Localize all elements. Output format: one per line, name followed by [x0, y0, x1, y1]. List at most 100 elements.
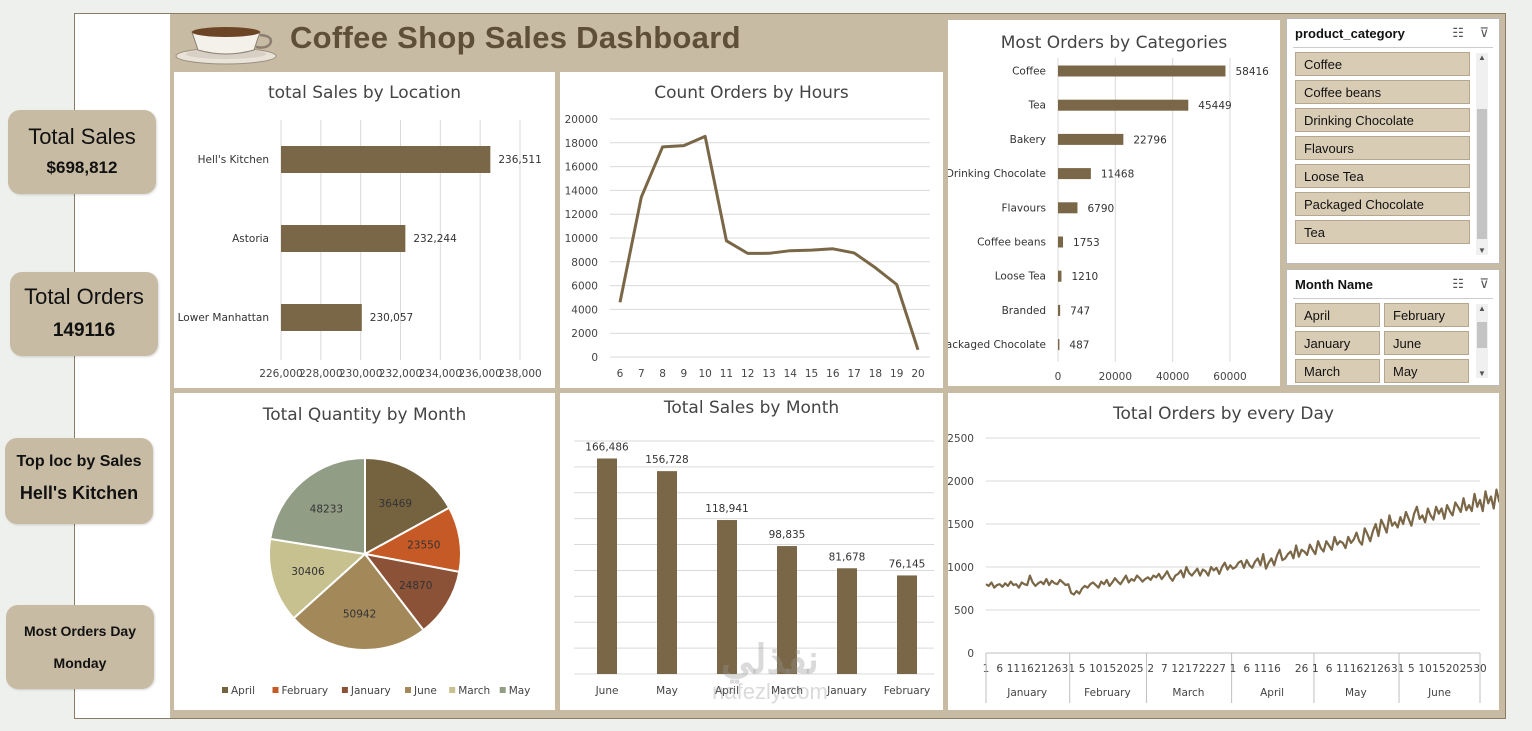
scroll-up-icon[interactable]: ▲: [1478, 304, 1486, 313]
tick-label: 16: [1267, 663, 1281, 675]
tick-label: 16000: [565, 162, 598, 174]
tick-label: 232,000: [379, 368, 422, 380]
category-label: May: [656, 685, 678, 697]
slicer-item[interactable]: March: [1295, 359, 1380, 383]
slicer-item[interactable]: Loose Tea: [1295, 164, 1470, 188]
chart-orders-every-day: 05001000150020002500January161116212631F…: [948, 433, 1499, 703]
clear-filter-icon[interactable]: ⊽: [1479, 276, 1489, 291]
tick-label: 4000: [571, 304, 598, 316]
data-label: 22796: [1133, 134, 1167, 146]
tick-label: 8: [659, 368, 666, 380]
bar: [281, 146, 491, 173]
tick-label: 26: [1295, 663, 1309, 675]
bar: [1058, 168, 1091, 180]
tick-label: 238,000: [498, 368, 541, 380]
slicer-item[interactable]: April: [1295, 303, 1380, 327]
chart-title-orders-every-day: Total Orders by every Day: [1113, 404, 1334, 424]
tick-label: 21: [1034, 663, 1047, 675]
legend-entry: January: [350, 685, 391, 697]
scrollbar-thumb[interactable]: [1477, 322, 1487, 348]
kpi-total-orders-value: 149116: [52, 320, 116, 341]
slicer-item[interactable]: January: [1295, 331, 1380, 355]
bar: [1058, 65, 1226, 77]
category-label: Astoria: [232, 233, 269, 245]
tick-label: 5: [1408, 663, 1415, 675]
tick-label: 16: [1350, 663, 1364, 675]
month-label: February: [1084, 687, 1131, 699]
data-label: 230,057: [370, 312, 413, 324]
tick-label: 16: [826, 368, 840, 380]
slicer-item[interactable]: February: [1384, 303, 1469, 327]
clear-filter-icon[interactable]: ⊽: [1479, 25, 1489, 40]
tick-label: 20000: [565, 114, 598, 126]
tick-label: 10: [698, 368, 711, 380]
category-label: Tea: [1027, 100, 1046, 112]
tick-label: 20: [1117, 663, 1130, 675]
category-label: January: [826, 685, 867, 697]
tick-label: 7: [638, 368, 645, 380]
kpi-top-location-value: Hell's Kitchen: [19, 483, 139, 503]
panel-sales-by-location: total Sales by Location 226,000 228,000 23…: [174, 72, 555, 388]
bar: [281, 225, 406, 252]
slicer-product-category-scrollbar[interactable]: ▲ ▼: [1476, 53, 1488, 255]
category-label: February: [884, 685, 931, 697]
slicer-month-name-title: Month Name: [1295, 277, 1373, 292]
multi-select-icon[interactable]: ☷: [1452, 25, 1464, 40]
tick-label: 226,000: [259, 368, 302, 380]
bar: [1058, 270, 1062, 282]
category-label: Flavours: [1002, 202, 1046, 214]
panel-quantity-by-month: Total Quantity by Month 36469 23550 24870 5…: [174, 393, 555, 710]
tick-label: 1: [1312, 663, 1319, 675]
data-label: 30406: [291, 566, 325, 578]
scrollbar-thumb[interactable]: [1477, 109, 1487, 239]
tick-label: 12: [1171, 663, 1184, 675]
multi-select-icon[interactable]: ☷: [1452, 276, 1464, 291]
data-label: 1210: [1071, 271, 1098, 283]
panel-orders-every-day: Total Orders by every Day 0 500 1000 1500 20…: [948, 393, 1499, 710]
slicer-item[interactable]: Drinking Chocolate: [1295, 108, 1470, 132]
tick-label: 6000: [571, 281, 598, 293]
scroll-down-icon[interactable]: ▼: [1478, 369, 1486, 378]
tick-label: 11: [720, 368, 733, 380]
slicer-item[interactable]: Packaged Chocolate: [1295, 192, 1470, 216]
slicer-product-category-title: product_category: [1295, 26, 1405, 41]
data-label: 6790: [1087, 203, 1114, 215]
tick-label: 25: [1460, 663, 1473, 675]
kpi-top-location: Top loc by Sales Hell's Kitchen: [5, 438, 153, 524]
legend-entry: May: [509, 685, 531, 697]
scroll-up-icon[interactable]: ▲: [1478, 53, 1486, 62]
slicer-item[interactable]: May: [1384, 359, 1469, 383]
tick-label: 60000: [1213, 371, 1246, 383]
chart-sales-by-month: 166,486 June 156,728 May 118,941 April 98,835 M…: [574, 440, 934, 697]
slicer-divider: [1293, 47, 1493, 48]
tick-label: 20: [911, 368, 924, 380]
slicer-item[interactable]: Coffee beans: [1295, 80, 1470, 104]
bar: [837, 568, 857, 674]
slicer-month-name-icons: ☷ ⊽: [1452, 276, 1489, 292]
tick-label: 5: [1079, 663, 1086, 675]
kpi-total-orders: Total Orders 149116: [10, 272, 158, 356]
scroll-down-icon[interactable]: ▼: [1478, 246, 1486, 255]
bar: [657, 471, 677, 674]
tick-label: 16: [1020, 663, 1034, 675]
legend-entry: June: [413, 685, 437, 697]
panel-sales-by-month: Total Sales by Month 166,486 June 156,728 M…: [560, 393, 943, 710]
slicer-item[interactable]: Tea: [1295, 220, 1470, 244]
tick-label: 500: [954, 605, 974, 617]
dashboard-header: Coffee Shop Sales Dashboard: [172, 16, 943, 68]
data-label: 36469: [379, 498, 412, 510]
data-label: 232,244: [413, 233, 457, 245]
slicer-item[interactable]: Flavours: [1295, 136, 1470, 160]
tick-label: 236,000: [458, 368, 501, 380]
pie-slice: [364, 456, 451, 556]
slicer-item[interactable]: June: [1384, 331, 1469, 355]
data-label: 50942: [343, 608, 376, 620]
data-label: 487: [1069, 340, 1089, 352]
kpi-total-sales: Total Sales $698,812: [8, 110, 156, 194]
tick-label: 15: [1103, 663, 1116, 675]
chart-title-orders-by-hours: Count Orders by Hours: [654, 83, 849, 103]
tick-label: 7: [1161, 663, 1168, 675]
slicer-month-name-scrollbar[interactable]: ▲ ▼: [1476, 304, 1488, 378]
tick-label: 9: [681, 368, 688, 380]
slicer-item[interactable]: Coffee: [1295, 52, 1470, 76]
